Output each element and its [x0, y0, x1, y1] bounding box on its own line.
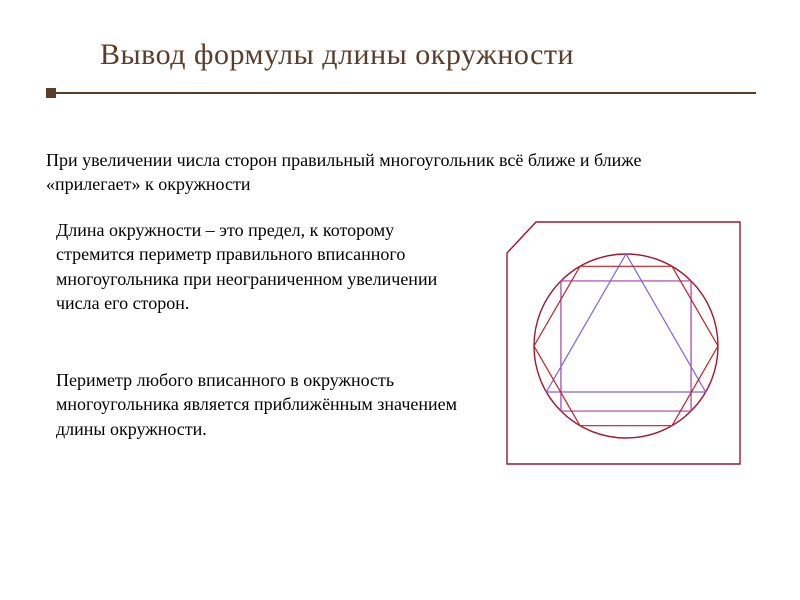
paragraph-1: Длина окружности – это предел, к котором…: [56, 218, 466, 315]
polygon-circle-diagram: [498, 218, 758, 483]
intro-text: При увеличении числа сторон правильный м…: [46, 148, 686, 197]
paragraph-2: Периметр любого вписанного в окружность …: [56, 368, 466, 441]
rule-line: [46, 92, 756, 94]
page-title: Вывод формулы длины окружности: [100, 38, 574, 72]
